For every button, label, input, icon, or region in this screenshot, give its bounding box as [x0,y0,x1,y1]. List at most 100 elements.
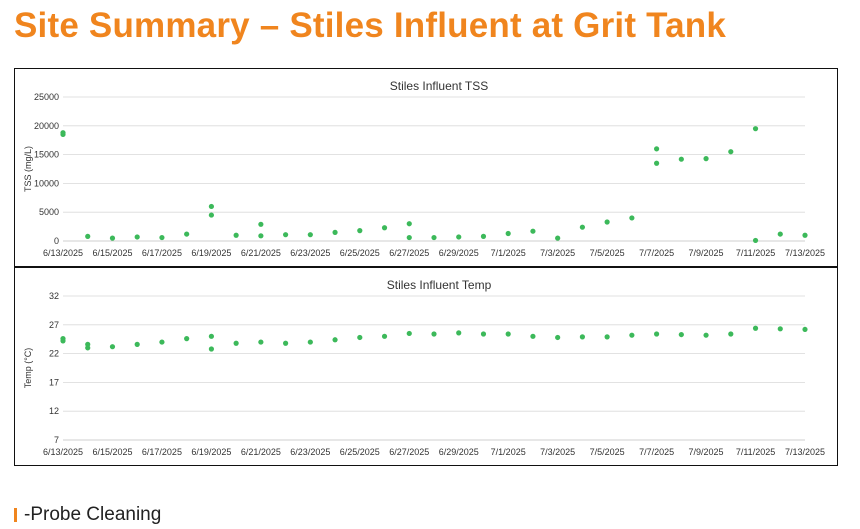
tss-data-point [208,203,214,210]
tss-y-axis-label: TSS (mg/L) [23,146,33,192]
temp-chart-panel: Stiles Influent Temp 7 12 17 22 27 32 6/13/2025… [14,267,838,466]
temp-x-tick-label: 6/19/2025 [191,447,231,457]
temp-data-point [208,333,214,339]
tss-data-point [777,231,783,237]
tss-data-point [208,212,214,218]
temp-data-point [703,332,709,338]
tss-data-point [505,230,511,237]
temp-data-point [456,330,462,336]
tss-x-tick-label: 6/27/2025 [389,248,429,258]
tss-data-point [134,234,140,240]
temp-data-point [654,331,660,337]
temp-data-point [505,331,511,337]
temp-data-point [802,326,808,333]
temp-x-tick-label: 6/27/2025 [389,447,429,457]
tss-x-tick-label: 6/15/2025 [92,248,132,258]
tss-y-tick-label: 20000 [34,121,59,131]
temp-chart: Stiles Influent Temp 7 12 17 22 27 32 6/13/2025… [23,278,825,457]
tss-data-point [752,237,759,244]
temp-x-tick-label: 7/13/2025 [785,447,825,457]
temp-data-point [604,334,610,340]
tss-y-tick-label: 5000 [39,207,59,217]
temp-data-point [283,340,289,346]
temp-x-tick-label: 6/23/2025 [290,447,330,457]
temp-data-point [406,330,412,337]
temp-y-tick-label: 27 [49,320,59,330]
tss-y-tick-label: 0 [54,236,59,246]
tss-x-tick-label: 7/5/2025 [590,248,625,258]
temp-x-tick-label: 7/7/2025 [639,447,674,457]
temp-y-tick-label: 32 [49,291,59,301]
tss-data-point [802,232,808,238]
temp-data-point [184,336,190,342]
tss-x-tick-label: 6/13/2025 [43,248,83,258]
probe-cleaning-marker [14,508,17,522]
tss-data-point [85,233,91,239]
temp-y-tick-label: 22 [49,349,59,359]
temp-data-point [678,331,684,338]
temp-data-point [728,331,734,337]
temp-x-tick-label: 7/1/2025 [491,447,526,457]
tss-chart-title: Stiles Influent TSS [390,79,489,93]
tss-data-point [678,156,684,162]
tss-data-point [752,126,759,132]
tss-y-tick-label: 25000 [34,92,59,102]
tss-chart-panel: Stiles Influent TSS 0 5000 10000 15000 20000 2… [14,68,838,267]
temp-x-tick-label: 7/9/2025 [689,447,724,457]
temp-data-point [530,333,536,339]
tss-data-point [109,235,116,241]
probe-cleaning-legend: -Probe Cleaning [14,504,161,526]
temp-data-point [332,337,338,343]
tss-data-point [283,232,289,238]
tss-data-point [579,224,586,230]
tss-data-point [332,229,338,235]
temp-y-axis-label: Temp (°C) [23,348,33,389]
tss-data-point [654,160,660,166]
tss-data-point [555,235,561,241]
temp-data-point [233,340,239,346]
temp-data-point [258,339,264,345]
tss-data-point [381,225,388,231]
temp-data-point [480,331,487,337]
tss-x-tick-label: 6/21/2025 [241,248,281,258]
tss-data-point [406,234,412,241]
temp-x-tick-label: 6/29/2025 [439,447,479,457]
temp-y-tick-label: 7 [54,435,59,445]
tss-data-point [307,232,313,238]
tss-data-point [258,233,264,239]
temp-data-point [85,341,91,347]
tss-y-tick-label: 15000 [34,150,59,160]
temp-data-point [60,338,66,344]
tss-data-point [431,234,437,241]
tss-y-tick-label: 10000 [34,178,59,188]
temp-data-point [431,331,437,337]
temp-data-point [629,332,635,338]
temp-data-point [357,334,363,341]
temp-data-point [752,325,759,331]
tss-x-tick-label: 6/23/2025 [290,248,330,258]
temp-data-point [159,339,165,345]
probe-cleaning-label: -Probe Cleaning [24,504,162,525]
tss-data-point [406,221,412,227]
temp-data-point [307,339,313,345]
temp-x-tick-label: 6/13/2025 [43,447,83,457]
tss-data-point [654,146,660,152]
tss-x-tick-label: 7/13/2025 [785,248,825,258]
tss-x-tick-label: 6/25/2025 [340,248,380,258]
temp-y-tick-label: 17 [49,377,59,387]
temp-data-point [208,346,214,352]
temp-data-point [109,344,116,350]
tss-data-point [728,149,734,155]
temp-y-tick-label: 12 [49,406,59,416]
temp-data-point [381,333,388,339]
tss-x-tick-label: 7/11/2025 [736,248,775,258]
temp-x-tick-label: 7/3/2025 [540,447,575,457]
temp-chart-title: Stiles Influent Temp [387,278,492,292]
tss-data-point [480,233,487,239]
tss-x-tick-label: 6/29/2025 [439,248,479,258]
temp-x-tick-label: 6/25/2025 [340,447,380,457]
tss-data-point [233,232,239,238]
tss-x-tick-label: 7/7/2025 [639,248,674,258]
tss-data-point [357,228,363,234]
temp-data-point [777,326,783,332]
